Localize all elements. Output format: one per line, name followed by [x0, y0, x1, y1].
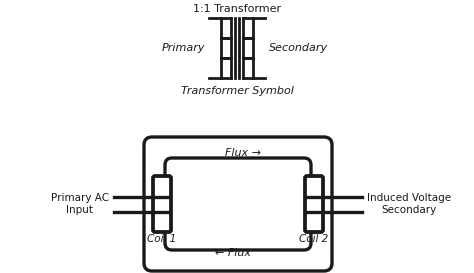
FancyBboxPatch shape	[144, 137, 332, 271]
Text: Flux →: Flux →	[225, 148, 261, 158]
Text: Secondary: Secondary	[269, 43, 328, 53]
FancyBboxPatch shape	[153, 176, 171, 232]
Text: 1:1 Transformer: 1:1 Transformer	[193, 4, 281, 14]
Text: Transformer Symbol: Transformer Symbol	[181, 86, 293, 96]
Text: ← Flux: ← Flux	[215, 248, 251, 258]
Text: Coil 2: Coil 2	[300, 234, 328, 244]
Text: Primary AC
Input: Primary AC Input	[51, 193, 109, 215]
Text: Primary: Primary	[162, 43, 205, 53]
Text: Induced Voltage
Secondary: Induced Voltage Secondary	[367, 193, 451, 215]
FancyBboxPatch shape	[155, 178, 169, 230]
FancyBboxPatch shape	[305, 176, 323, 232]
FancyBboxPatch shape	[307, 178, 321, 230]
Text: Coil 1: Coil 1	[147, 234, 177, 244]
FancyBboxPatch shape	[165, 158, 311, 250]
